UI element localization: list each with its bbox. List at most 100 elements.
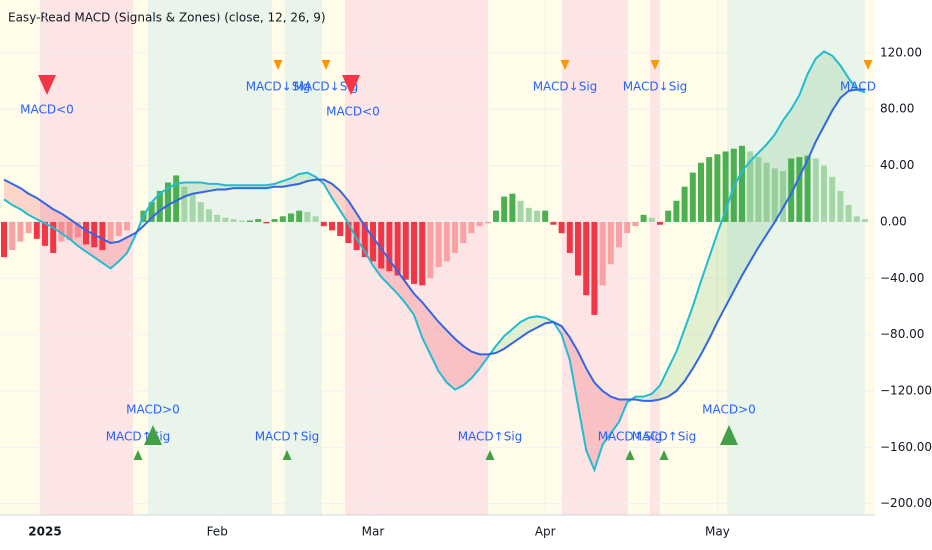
annotation: MACD>0 — [126, 403, 180, 417]
cross-fill — [102, 238, 111, 269]
cross-fill — [200, 182, 209, 193]
histogram-bar — [788, 158, 795, 222]
histogram-bar — [419, 221, 426, 286]
cross-fill — [586, 368, 595, 470]
cross-fill — [28, 193, 37, 220]
y-tick-label: 120.00 — [880, 45, 922, 59]
histogram-bar — [296, 210, 303, 222]
cross-fill — [815, 51, 824, 142]
x-tick-label: 2025 — [28, 525, 61, 539]
signal-marker — [650, 60, 660, 70]
cross-fill — [192, 182, 201, 194]
histogram-bar — [484, 221, 491, 224]
cross-fill — [578, 351, 587, 451]
histogram-bar — [17, 221, 24, 242]
histogram-bar — [33, 221, 40, 239]
histogram-bar — [755, 157, 762, 222]
histogram-bar — [304, 212, 311, 222]
cross-fill — [61, 213, 70, 239]
zone — [133, 0, 148, 515]
histogram-bar — [9, 221, 16, 251]
cross-fill — [750, 152, 759, 262]
annotation: MACD>0 — [702, 403, 756, 417]
histogram-bar — [525, 207, 532, 222]
signal-marker — [560, 60, 570, 70]
cross-fill — [651, 385, 660, 401]
y-tick-label: 80.00 — [880, 102, 914, 116]
cross-fill — [168, 183, 177, 206]
histogram-bar — [665, 210, 672, 222]
histogram-bar — [25, 221, 32, 234]
zone — [660, 0, 727, 515]
cross-fill — [717, 210, 726, 322]
cross-fill — [77, 224, 86, 252]
cross-fill — [438, 321, 447, 383]
histogram-bar — [74, 221, 81, 238]
histogram-bar — [698, 162, 704, 222]
histogram-bar — [402, 221, 409, 280]
cross-fill — [537, 316, 546, 328]
histogram-bar — [115, 221, 122, 237]
annotation: MACD↓Sig — [294, 80, 359, 94]
histogram-bar — [230, 219, 237, 222]
histogram-bar — [148, 202, 155, 222]
cross-fill — [783, 109, 792, 208]
cross-fill — [832, 55, 841, 111]
cross-fill — [69, 219, 78, 246]
histogram-bar — [263, 221, 270, 224]
histogram-bar — [124, 221, 130, 231]
histogram-bar — [443, 221, 450, 262]
zone — [488, 0, 562, 515]
histogram-bar — [353, 221, 360, 251]
histogram-bar — [66, 221, 73, 241]
y-tick-label: 40.00 — [880, 158, 914, 172]
cross-fill — [725, 186, 734, 307]
histogram-bar — [542, 210, 549, 222]
histogram-bar — [156, 190, 163, 222]
zone — [40, 0, 133, 515]
histogram-bar — [452, 221, 458, 253]
histogram-bar — [238, 220, 245, 222]
histogram-bar — [312, 216, 319, 222]
histogram-bar — [345, 221, 352, 244]
histogram-bar — [632, 221, 639, 227]
signal-marker — [144, 425, 162, 445]
line — [3, 88, 865, 402]
histogram-bar — [837, 190, 844, 222]
histogram-bar — [361, 221, 368, 258]
cross-fill — [471, 351, 480, 379]
cross-fill — [733, 171, 742, 291]
histogram-bar — [829, 176, 836, 222]
annotation: MACD↑Sig — [106, 430, 171, 444]
zone — [272, 0, 285, 515]
histogram-bar — [181, 186, 188, 222]
cross-fill — [455, 338, 464, 390]
cross-fill — [446, 330, 455, 390]
cross-fill — [405, 282, 414, 315]
histogram-bar — [411, 221, 417, 284]
histogram-bar — [50, 221, 57, 253]
cross-fill — [824, 51, 833, 127]
cross-fill — [840, 65, 849, 98]
cross-fill — [709, 233, 718, 339]
annotation: MACD↑Sig — [255, 430, 320, 444]
histogram-bar — [394, 221, 401, 276]
histogram-bar — [42, 221, 48, 246]
histogram-bar — [780, 171, 786, 222]
x-tick-label: Mar — [362, 525, 385, 539]
histogram-bar — [689, 172, 696, 222]
y-tick-label: 0.00 — [880, 214, 907, 228]
histogram-bar — [460, 221, 467, 244]
zone — [322, 0, 345, 515]
cross-fill — [701, 257, 710, 355]
cross-fill — [742, 161, 751, 276]
x-tick-label: Feb — [207, 525, 228, 539]
histogram-bar — [616, 221, 622, 248]
cross-fill — [86, 230, 95, 258]
histogram-bar — [189, 193, 196, 222]
y-tick-label: −160.00 — [880, 440, 932, 454]
histogram-bar — [337, 221, 344, 237]
histogram-bar — [607, 221, 614, 265]
histogram-bar — [476, 221, 483, 227]
y-tick-label: −120.00 — [880, 384, 932, 398]
